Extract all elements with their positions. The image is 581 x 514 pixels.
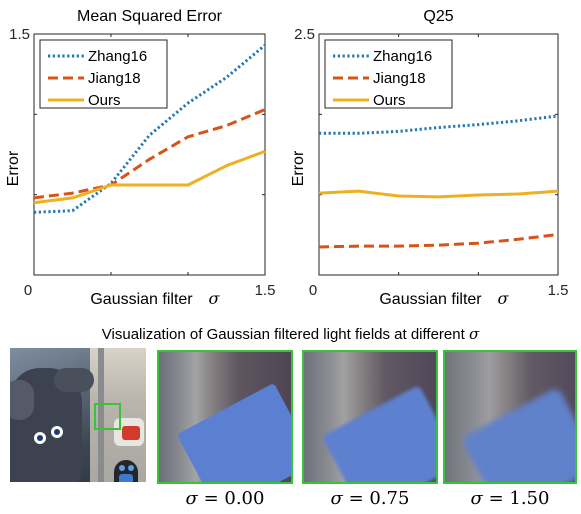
- thumbnail-sigma: σ: [470, 488, 483, 509]
- zoom-region-marker: [94, 403, 121, 430]
- caption-sigma: σ: [468, 325, 480, 343]
- chart-title: Mean Squared Error: [77, 8, 223, 25]
- y-tick-label: 1.5: [9, 26, 30, 43]
- legend-label-jiang18: Jiang18: [373, 70, 426, 87]
- series-line-zhang16: [319, 114, 559, 135]
- x-tick-label: 0: [24, 282, 32, 299]
- zoom-thumbnail-000: [157, 350, 293, 484]
- thumbnail-value: = 0.00: [197, 488, 265, 509]
- legend-label-zhang16: Zhang16: [373, 48, 432, 65]
- chart-title: Q25: [423, 8, 453, 25]
- charts-canvas: Mean Squared Error 0 1.5 1.5 Gaussian filter…: [5, 8, 569, 308]
- plot-area-frame: [318, 33, 559, 276]
- series-line-ours: [318, 189, 559, 199]
- zoom-thumbnail-075: [302, 350, 438, 484]
- thumbnail-label-075: σ = 0.75: [300, 488, 440, 509]
- thumbnail-value: = 1.50: [482, 488, 550, 509]
- x-tick-label: 0: [309, 282, 317, 299]
- thumbnail-label-000: σ = 0.00: [155, 488, 295, 509]
- thumbnail-sigma: σ: [330, 488, 343, 509]
- x-tick-label: 1.5: [548, 282, 569, 299]
- y-axis-label: Error: [290, 150, 307, 186]
- series-line-zhang16: [33, 44, 266, 214]
- series-line-jiang18: [318, 233, 559, 249]
- x-axis-symbol: σ: [498, 289, 510, 308]
- x-axis-symbol: σ: [209, 289, 221, 308]
- legend-box: [39, 39, 168, 109]
- y-axis-label: Error: [5, 150, 22, 186]
- legend-label-ours: Ours: [373, 92, 406, 109]
- x-axis-label: Gaussian filter: [379, 291, 482, 308]
- x-axis-label: Gaussian filter: [90, 291, 193, 308]
- legend-label-zhang16: Zhang16: [88, 48, 147, 65]
- series-line-ours: [33, 149, 266, 205]
- thumbnail-value: = 0.75: [342, 488, 410, 509]
- zoom-thumbnail-150: [443, 350, 577, 484]
- thumbnail-label-150: σ = 1.50: [440, 488, 580, 509]
- x-tick-label: 1.5: [255, 282, 276, 299]
- legend-label-ours: Ours: [88, 92, 121, 109]
- thumbnail-sigma: σ: [185, 488, 198, 509]
- plot-area-frame: [33, 33, 266, 276]
- figure-caption: Visualization of Gaussian filtered light…: [0, 325, 581, 343]
- caption-text: Visualization of Gaussian filtered light…: [101, 326, 465, 343]
- legend-box: [324, 39, 453, 109]
- series-line-jiang18: [33, 108, 266, 200]
- scene-image: [10, 348, 146, 482]
- legend-label-jiang18: Jiang18: [88, 70, 141, 87]
- y-tick-label: 2.5: [294, 26, 315, 43]
